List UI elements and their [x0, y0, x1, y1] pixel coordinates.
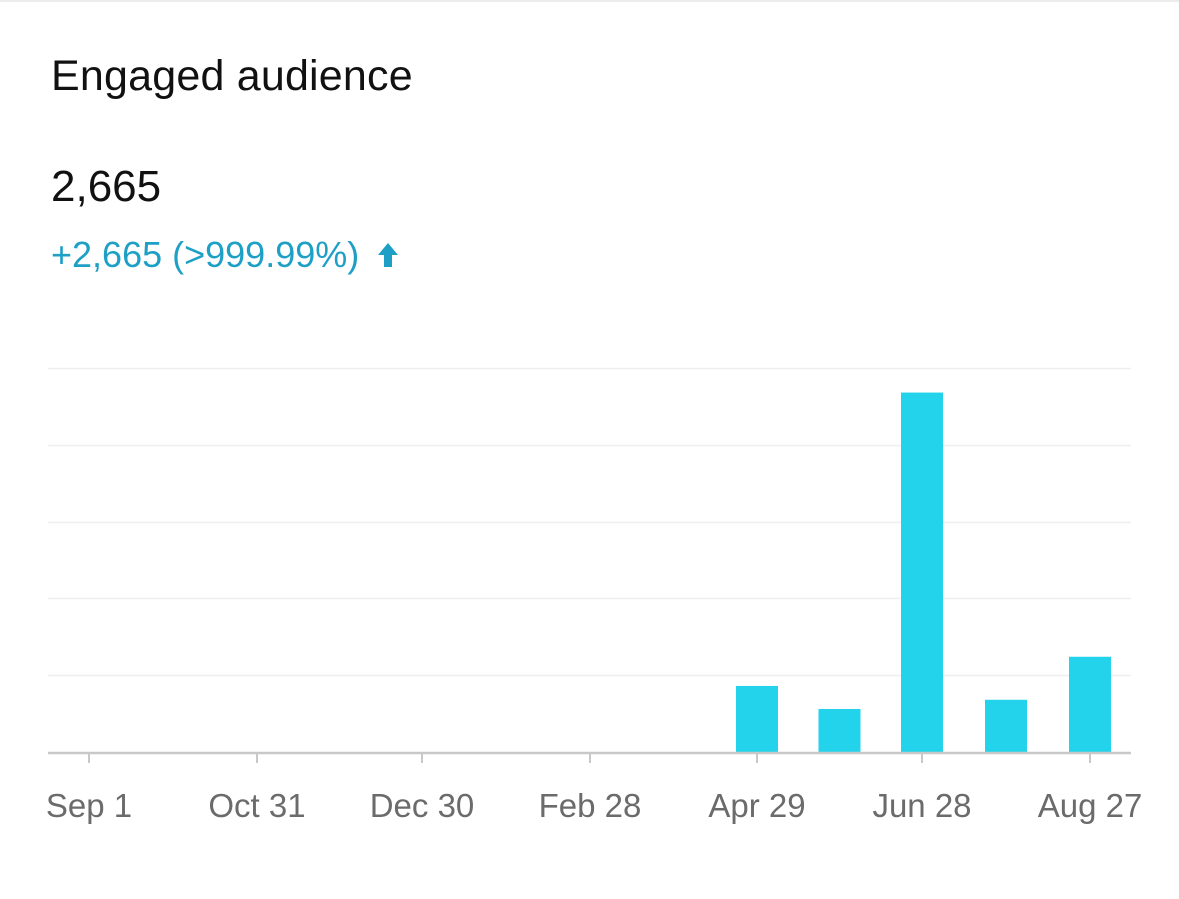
x-tick-label: Jun 28	[872, 787, 971, 824]
x-tick-label: Dec 30	[370, 787, 475, 824]
bar-jul-28[interactable]	[985, 699, 1027, 752]
arrow-up-icon	[378, 243, 399, 267]
card-title: Engaged audience	[51, 52, 413, 100]
bar-aug-27[interactable]	[1069, 656, 1111, 752]
grid-lines	[48, 367, 1131, 677]
x-tick-label: Oct 31	[208, 787, 305, 824]
bars	[736, 392, 1111, 752]
x-tick-labels: Sep 1 Oct 31 Dec 30 Feb 28 Apr 29 Jun 28 Aug 2…	[46, 787, 1142, 824]
x-tick-label: Sep 1	[46, 787, 132, 824]
x-tick-label: Aug 27	[1038, 787, 1143, 824]
bar-jun-28[interactable]	[901, 392, 943, 752]
metric-change: +2,665 (>999.99%)	[51, 234, 399, 276]
metric-change-text: +2,665 (>999.99%)	[51, 234, 360, 275]
metric-value: 2,665	[51, 162, 162, 211]
x-tick-label: Feb 28	[539, 787, 642, 824]
x-tick-label: Apr 29	[708, 787, 805, 824]
bar-may-29[interactable]	[818, 708, 861, 752]
bar-apr-29[interactable]	[736, 685, 778, 752]
x-axis	[48, 751, 1131, 763]
top-divider	[0, 0, 1179, 2]
